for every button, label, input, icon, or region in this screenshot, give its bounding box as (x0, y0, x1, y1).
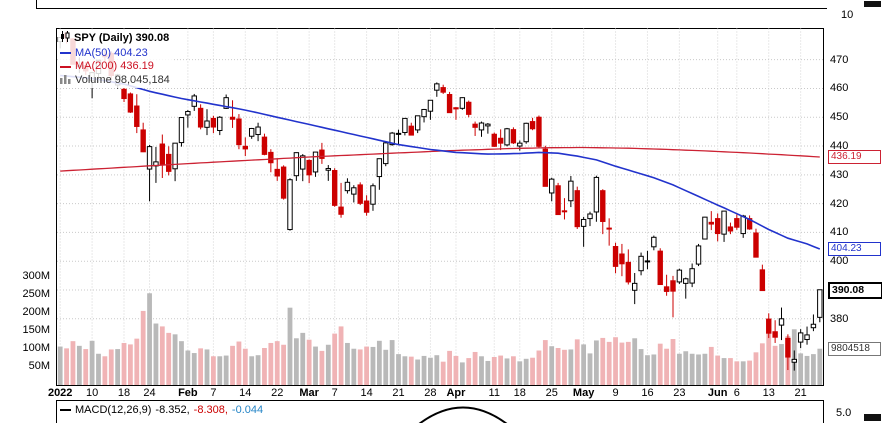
x-axis-label: 9 (612, 387, 619, 399)
x-axis-label: Apr (446, 387, 466, 399)
candlestick-icon (60, 31, 70, 47)
x-axis-label: 21 (392, 387, 405, 399)
macd-signal-value: -8.308, (193, 404, 228, 416)
price-axis-label: 380 (830, 312, 849, 325)
x-axis-label: 23 (673, 387, 686, 399)
volume-axis-label: 300M (22, 270, 50, 282)
x-axis-label: Feb (178, 387, 198, 399)
x-axis-label: 6 (733, 387, 740, 399)
x-axis-label: 25 (545, 387, 558, 399)
volume-bars-icon (60, 74, 71, 89)
macd-legend: MACD(12,26,9) -8.352, -8.308, -0.044 (60, 404, 264, 416)
last-price-box: 390.08 (828, 281, 882, 299)
macd-value: -8.352, (155, 404, 190, 416)
price-axis-label: 450 (830, 111, 849, 124)
ma200-label: MA(200) 436.19 (75, 60, 154, 72)
macd-hist-value: -0.044 (231, 404, 264, 416)
price-axis-label: 410 (830, 226, 849, 239)
x-axis-label: 14 (239, 387, 252, 399)
x-axis-label: 14 (360, 387, 373, 399)
x-axis-label: 22 (271, 387, 284, 399)
legend-volume-row: Volume 98,045,184 (60, 74, 170, 89)
x-axis-label: 16 (641, 387, 654, 399)
volume-axis-label: 150M (22, 324, 50, 336)
macd-axis-label: 5.0 (836, 407, 852, 419)
volume-axis-label: 100M (22, 342, 50, 354)
legend-symbol-row: SPY (Daily) 390.08 (60, 31, 170, 47)
x-axis-label: 13 (762, 387, 775, 399)
volume-axis-label: 50M (28, 360, 50, 372)
price-axis-label: 430 (830, 168, 849, 181)
legend-ma200-row: MA(200) 436.19 (60, 60, 170, 74)
x-axis-label: Jun (707, 387, 728, 399)
legend-ma50-row: MA(50) 404.23 (60, 47, 170, 61)
price-axis-label: 440 (830, 140, 849, 153)
x-axis-label: 18 (513, 387, 526, 399)
price-axis-label: 420 (830, 197, 849, 210)
volume-axis-label: 200M (22, 306, 50, 318)
upper-panel-axis-label: 10 (841, 9, 854, 21)
ma200-line-icon (60, 65, 71, 68)
volume-axis-label: 250M (22, 288, 50, 300)
x-axis-label: May (572, 387, 595, 399)
ma50-line-icon (60, 52, 71, 55)
volume-value-box: 9804518 (828, 341, 881, 356)
macd-line-icon (60, 409, 71, 411)
symbol-label: SPY (Daily) 390.08 (74, 32, 170, 44)
x-axis-label: 7 (210, 387, 217, 399)
price-axis-label: 470 (830, 53, 849, 66)
volume-label: Volume 98,045,184 (75, 74, 170, 86)
x-axis-label: 10 (85, 387, 99, 399)
price-axis-label: 460 (830, 82, 849, 95)
price-axis-label: 400 (830, 255, 849, 268)
ma50-price-box: 404.23 (828, 242, 881, 257)
x-axis-label: 11 (488, 387, 500, 399)
x-axis-label: 28 (424, 387, 437, 399)
ma200-price-box: 436.19 (828, 150, 881, 164)
x-axis-label: Mar (299, 387, 319, 399)
x-axis-label: 24 (143, 387, 156, 399)
chart-legend: SPY (Daily) 390.08 MA(50) 404.23 MA(200)… (58, 31, 172, 88)
ma50-label: MA(50) 404.23 (75, 46, 148, 59)
macd-label: MACD(12,26,9) (75, 404, 152, 416)
x-axis-label: 18 (117, 387, 131, 399)
x-axis-label: 21 (794, 387, 807, 399)
x-axis-label: 2022 (47, 387, 73, 399)
x-axis-labels: 2022 10 18 24 Feb 7 14 22 Mar 7 14 21 28 Apr 11 18 25 May… (0, 387, 882, 400)
x-axis-label: 7 (331, 387, 338, 399)
